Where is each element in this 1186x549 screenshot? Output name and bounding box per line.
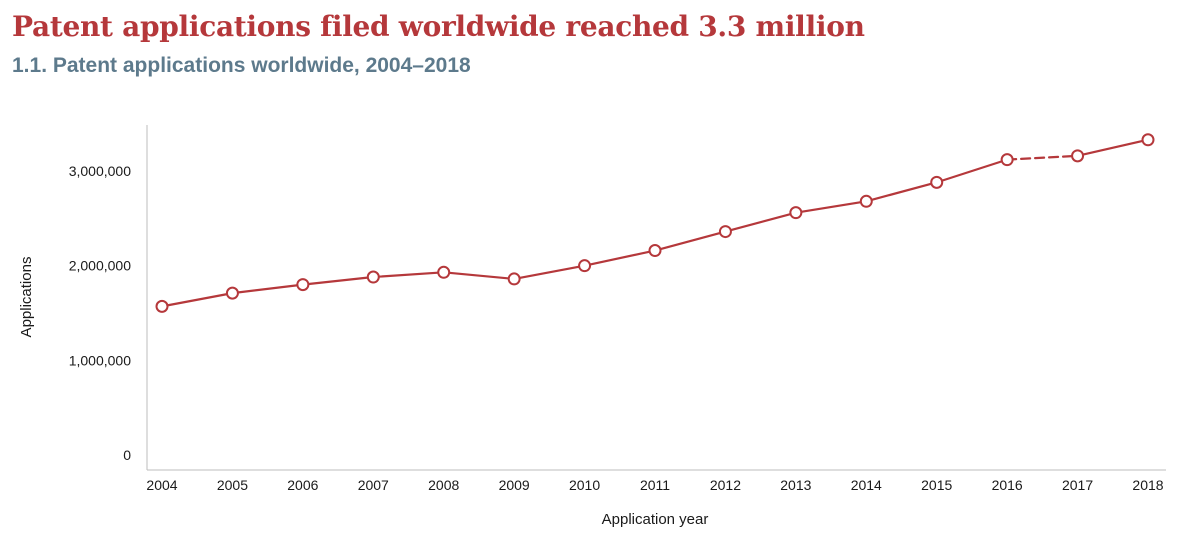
data-point [859, 194, 873, 208]
chart-title: Patent applications filed worldwide reac… [12, 10, 865, 43]
x-tick-label: 2017 [1062, 477, 1093, 493]
x-tick-label: 2010 [569, 477, 600, 493]
data-point [1071, 149, 1085, 163]
series-segment [513, 264, 586, 281]
x-tick-label: 2007 [358, 477, 389, 493]
data-point [1000, 153, 1014, 167]
x-tick-label: 2012 [710, 477, 741, 493]
x-tick-label: 2005 [217, 477, 248, 493]
y-axis-label: Applications [18, 257, 35, 338]
data-point [930, 175, 944, 189]
series-segment [301, 275, 375, 286]
data-point [296, 278, 310, 292]
series-segment [372, 271, 445, 279]
data-point [155, 299, 169, 313]
x-tick-label: 2016 [992, 477, 1023, 493]
y-tick-label: 1,000,000 [69, 352, 131, 368]
x-tick-label: 2015 [921, 477, 952, 493]
series-segment [583, 249, 657, 267]
x-tick-label: 2006 [287, 477, 318, 493]
x-tick-label: 2014 [851, 477, 882, 493]
x-tick-label: 2004 [146, 477, 177, 493]
series-segment [794, 200, 868, 214]
series-segment [1076, 138, 1150, 157]
y-tick-label: 2,000,000 [69, 258, 131, 274]
y-axis-ticks: 0 1,000,000 2,000,000 3,000,000 [69, 163, 132, 463]
x-tick-label: 2018 [1132, 477, 1163, 493]
series-segment [653, 230, 727, 252]
y-tick-label: 0 [123, 447, 131, 463]
series-segment [442, 271, 516, 281]
x-tick-label: 2009 [499, 477, 530, 493]
series-segment-dashed [1006, 154, 1079, 161]
chart-subtitle: 1.1. Patent applications worldwide, 2004… [12, 54, 471, 77]
series-segment [865, 181, 938, 203]
x-axis-label: Application year [602, 511, 709, 528]
series-segment [231, 283, 304, 295]
data-point [1141, 133, 1155, 147]
data-point [366, 270, 380, 284]
series-segment [160, 292, 234, 308]
chart-axes [146, 125, 1166, 471]
y-tick-label: 3,000,000 [69, 163, 131, 179]
data-point [225, 286, 239, 300]
data-point [437, 265, 451, 279]
data-point [507, 272, 521, 286]
x-tick-label: 2011 [640, 477, 670, 493]
series-points [155, 133, 1155, 313]
x-tick-label: 2013 [780, 477, 811, 493]
data-point [648, 244, 662, 258]
x-axis-ticks: 2004 2005 2006 2007 2008 2009 2010 2011 2012 2013… [146, 477, 1163, 493]
series-segment [724, 211, 797, 233]
series-lines [160, 138, 1150, 308]
data-point [578, 259, 592, 273]
data-point [789, 206, 803, 220]
series-segment [935, 158, 1009, 184]
x-tick-label: 2008 [428, 477, 459, 493]
data-point [718, 225, 732, 239]
